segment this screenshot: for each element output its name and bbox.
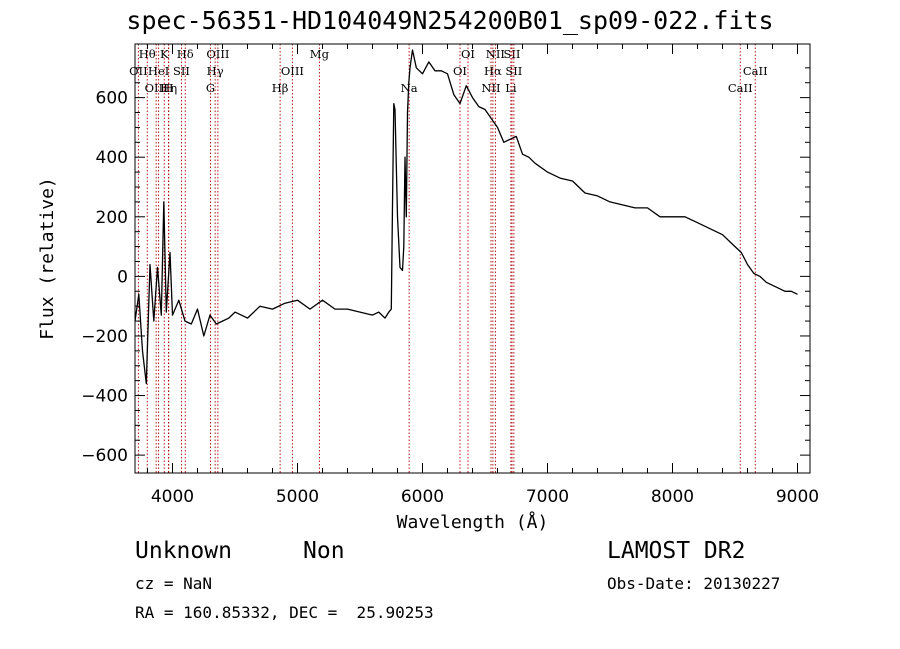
spectral-line-label: Hα (484, 64, 502, 78)
spectral-line-label: SII (505, 64, 522, 78)
spectrum-series-line (134, 49, 798, 385)
y-tick-label: −600 (81, 446, 128, 466)
spectral-line-label: Li (505, 81, 517, 95)
y-tick-label: −200 (81, 327, 128, 347)
spectral-line-label: HeI (148, 64, 169, 78)
spectral-line-label: K (160, 47, 169, 61)
spectral-line-label: SII (173, 64, 190, 78)
spectral-line-label: Hη (160, 81, 177, 95)
spectral-line-label: Hδ (177, 47, 194, 61)
y-tick-label: 200 (96, 208, 128, 228)
ra-dec-coordinates: RA = 160.85332, DEC = 25.90253 (135, 603, 434, 622)
spectral-line-label: OII (129, 64, 148, 78)
spectral-line-label: OI (453, 64, 467, 78)
spectral-line-label: CaII (743, 64, 768, 78)
spectral-line-label: Hθ (139, 47, 156, 61)
spectral-line-label: CaII (728, 81, 753, 95)
spectral-line-label: G (206, 81, 215, 95)
spectral-line-label: H (163, 81, 173, 95)
spectral-line-label: OIII (206, 47, 229, 61)
object-subclass: Non (303, 538, 345, 564)
y-tick-label: 600 (96, 89, 128, 109)
x-axis-label: Wavelength (Å) (397, 511, 549, 533)
spectral-line-label: Hγ (207, 64, 224, 78)
spectral-line-label: NII (486, 47, 505, 61)
x-tick-label: 4000 (151, 487, 194, 507)
y-tick-label: −400 (81, 387, 128, 407)
chart-title: spec-56351-HD104049N254200B01_sp09-022.f… (126, 6, 774, 35)
spectral-line-label: SII (504, 47, 521, 61)
x-tick-label: 5000 (276, 487, 319, 507)
plot-frame (134, 43, 811, 474)
observation-date: Obs-Date: 20130227 (607, 574, 781, 593)
spectral-line-label: Mg (310, 47, 330, 61)
x-tick-label: 7000 (526, 487, 569, 507)
redshift-cz: cz = NaN (135, 574, 213, 593)
spectral-line-label: OI (461, 47, 475, 61)
spectral-line-label: OIII (145, 81, 168, 95)
spectral-line-label: NII (481, 81, 500, 95)
survey-name: LAMOST DR2 (607, 538, 746, 564)
y-tick-label: 0 (117, 267, 128, 287)
y-tick-label: 400 (96, 148, 128, 168)
y-axis-label: Flux (relative) (37, 177, 58, 340)
spectral-line-label: OIII (281, 64, 304, 78)
object-class: Unknown (135, 538, 232, 564)
x-tick-label: 9000 (776, 487, 819, 507)
x-tick-label: 6000 (401, 487, 444, 507)
x-tick-label: 8000 (651, 487, 694, 507)
spectral-line-label: Hβ (272, 81, 289, 95)
